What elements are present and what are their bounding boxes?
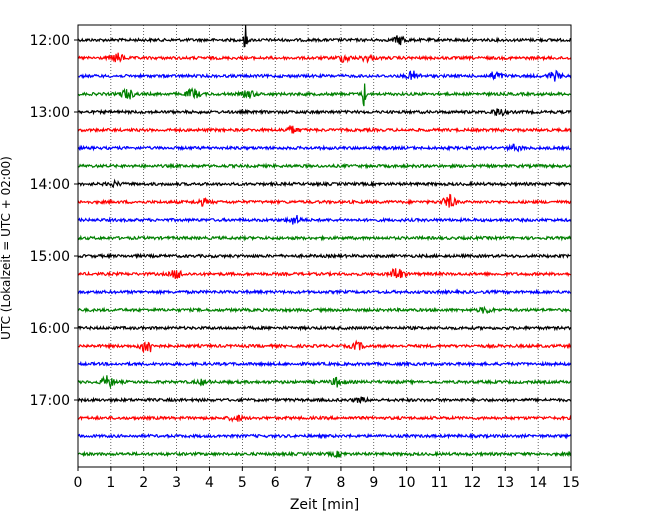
y-axis-label: UTC (Lokalzeit = UTC + 02:00)	[0, 156, 13, 340]
y-axis-ticks: 12:00 13:00 14:00 15:00 16:00 17:00	[30, 33, 78, 409]
y-tick-label: 12:00	[30, 33, 70, 49]
trace-1200	[77, 25, 572, 48]
y-tick-label: 16:00	[30, 321, 70, 337]
x-tick-label: 13	[496, 475, 514, 491]
trace-1630	[77, 360, 572, 368]
x-tick-label: 3	[172, 475, 181, 491]
x-tick-label: 7	[304, 475, 313, 491]
x-tick-label: 1	[106, 475, 115, 491]
trace-series	[77, 25, 572, 459]
trace-1245	[77, 83, 572, 107]
trace-1515	[77, 268, 572, 280]
trace-1415	[77, 193, 572, 208]
x-tick-label: 11	[431, 475, 449, 491]
trace-1330	[77, 143, 572, 153]
x-axis-ticks: 0 1 2 3 4 5 6 7 8 9 10 11 12 13 14 15	[74, 467, 580, 491]
x-tick-label: 5	[238, 475, 247, 491]
trace-1745	[77, 450, 572, 459]
trace-1530	[77, 288, 572, 296]
trace-1400	[77, 178, 572, 189]
trace-1345	[77, 162, 572, 170]
x-tick-label: 9	[369, 475, 378, 491]
x-axis-label: Zeit [min]	[290, 497, 359, 513]
y-tick-label: 17:00	[30, 393, 70, 409]
trace-1730	[77, 432, 572, 440]
trace-1715	[77, 413, 572, 423]
trace-1445	[77, 234, 572, 242]
trace-1600	[77, 324, 572, 332]
y-tick-label: 13:00	[30, 105, 70, 121]
x-tick-label: 6	[271, 475, 280, 491]
trace-1700	[77, 395, 572, 405]
x-tick-label: 8	[336, 475, 345, 491]
trace-1430	[77, 214, 572, 225]
x-tick-label: 14	[529, 475, 547, 491]
y-tick-label: 15:00	[30, 249, 70, 265]
trace-1215	[77, 52, 572, 64]
x-tick-label: 15	[562, 475, 580, 491]
x-tick-label: 12	[463, 475, 481, 491]
trace-1545	[77, 305, 572, 315]
plot-frame	[77, 24, 572, 468]
x-tick-label: 10	[398, 475, 416, 491]
x-tick-label: 4	[205, 475, 214, 491]
trace-1230	[77, 69, 572, 82]
trace-1500	[77, 252, 572, 260]
trace-1615	[77, 339, 572, 354]
trace-1645	[77, 375, 572, 390]
trace-1315	[77, 125, 572, 134]
y-tick-label: 14:00	[30, 177, 70, 193]
x-tick-label: 0	[74, 475, 83, 491]
x-tick-label: 2	[139, 475, 148, 491]
trace-1300	[77, 108, 572, 117]
